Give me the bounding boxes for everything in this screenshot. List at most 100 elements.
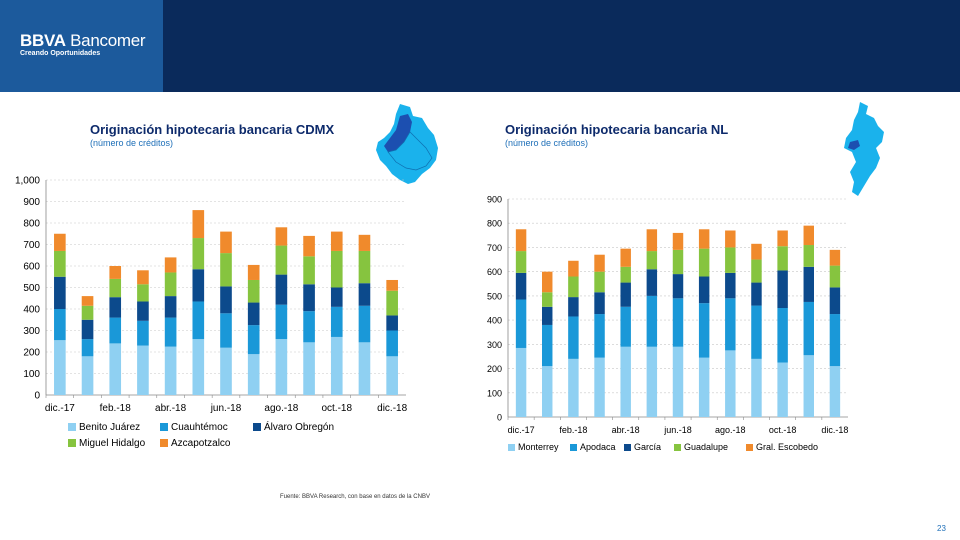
bar-segment-azcapotzalco xyxy=(220,231,232,254)
y-tick-label: 300 xyxy=(487,340,502,350)
bar-segment-apodaca xyxy=(620,306,631,347)
legend-swatch xyxy=(160,439,168,447)
bar-segment-gral-escobedo xyxy=(829,249,841,266)
bar-segment-apodaca xyxy=(542,324,553,367)
y-tick-label: 0 xyxy=(497,413,502,423)
bar-segment-guadalupe xyxy=(725,247,736,273)
y-tick-label: 400 xyxy=(487,316,502,326)
bar-segment-cuauht-moc xyxy=(275,304,288,340)
bar-segment--lvaro-obreg-n xyxy=(330,287,343,307)
legend-swatch xyxy=(570,444,577,451)
bar-segment-miguel-hidalgo xyxy=(137,284,149,302)
bar-segment-garc-a xyxy=(542,306,553,325)
bar-segment--lvaro-obreg-n xyxy=(192,269,205,302)
bar-segment--lvaro-obreg-n xyxy=(109,297,122,318)
bar-segment-garc-a xyxy=(620,282,631,307)
bar-segment-monterrey xyxy=(594,357,605,417)
bar-segment-gral-escobedo xyxy=(777,230,788,247)
bar-segment-azcapotzalco xyxy=(109,266,122,279)
bar-segment-apodaca xyxy=(803,301,814,356)
x-tick-label: abr.-18 xyxy=(612,425,640,435)
bar-segment-azcapotzalco xyxy=(303,235,315,257)
bar-segment-monterrey xyxy=(515,347,527,417)
y-tick-label: 0 xyxy=(34,391,40,402)
legend-swatch xyxy=(68,423,76,431)
y-tick-label: 100 xyxy=(23,369,40,380)
bar-segment-cuauht-moc xyxy=(247,325,260,355)
x-tick-label: dic.-18 xyxy=(377,403,407,414)
bar-segment-guadalupe xyxy=(672,249,684,275)
bar-segment-apodaca xyxy=(646,295,658,347)
bar-segment-monterrey xyxy=(751,358,762,417)
chart-subtitle-cdmx: (número de créditos) xyxy=(90,138,174,148)
x-tick-label: dic.-18 xyxy=(821,425,848,435)
x-tick-label: dic.-17 xyxy=(508,425,535,435)
bar-segment-azcapotzalco xyxy=(192,210,205,239)
y-tick-label: 900 xyxy=(23,197,40,208)
x-tick-label: feb.-18 xyxy=(559,425,587,435)
bar-segment-apodaca xyxy=(672,298,684,347)
legend-swatch xyxy=(674,444,681,451)
bar-segment-azcapotzalco xyxy=(386,279,398,291)
chart-cdmx: 0 100 200 300 400 500 600 700 800 900 1,000 dic.-17… xyxy=(15,176,408,450)
bar-segment-apodaca xyxy=(594,314,605,358)
bar-segment-gral-escobedo xyxy=(542,271,553,293)
chart-subtitle-nl: (número de créditos) xyxy=(505,138,589,148)
bar-segment-azcapotzalco xyxy=(247,264,260,280)
nuevo-leon-map-icon xyxy=(844,102,884,196)
bar-segment-azcapotzalco xyxy=(81,296,94,306)
bar-segment-garc-a xyxy=(751,282,762,306)
bar-segment-gral-escobedo xyxy=(646,229,658,252)
bar-segment--lvaro-obreg-n xyxy=(275,274,288,305)
y-tick-label: 700 xyxy=(487,243,502,253)
bar-segment-benito-ju-rez xyxy=(137,345,149,395)
bar-segment-monterrey xyxy=(725,350,736,417)
legend-swatch xyxy=(746,444,753,451)
bar-segment-miguel-hidalgo xyxy=(330,250,343,288)
legend-label: Miguel Hidalgo xyxy=(79,438,146,449)
bar-segment-garc-a xyxy=(829,287,841,315)
bar-segment-benito-ju-rez xyxy=(386,356,398,395)
bar-segment-miguel-hidalgo xyxy=(109,278,122,298)
y-tick-label: 500 xyxy=(23,283,40,294)
bar-segment-guadalupe xyxy=(829,265,841,288)
x-tick-label: jun.-18 xyxy=(663,425,692,435)
bar-segment-benito-ju-rez xyxy=(54,340,66,395)
bar-segment-azcapotzalco xyxy=(330,231,343,251)
bar-segment-benito-ju-rez xyxy=(81,356,94,395)
bar-segment--lvaro-obreg-n xyxy=(81,319,94,340)
brand-name: BBVA Bancomer xyxy=(20,31,146,50)
bar-segment-cuauht-moc xyxy=(192,301,205,340)
bar-segment-guadalupe xyxy=(751,259,762,283)
x-tick-label: oct.-18 xyxy=(321,403,352,414)
bar-segment-benito-ju-rez xyxy=(109,343,122,395)
legend-swatch xyxy=(624,444,631,451)
bar-segment-garc-a xyxy=(672,274,684,299)
x-tick-label: jun.-18 xyxy=(210,403,242,414)
chart-title-cdmx: Originación hipotecaria bancaria CDMX xyxy=(90,122,335,137)
bar-segment-gral-escobedo xyxy=(751,243,762,260)
y-tick-label: 500 xyxy=(487,291,502,301)
bar-segment--lvaro-obreg-n xyxy=(54,276,66,309)
x-tick-label: ago.-18 xyxy=(715,425,746,435)
bar-segment-miguel-hidalgo xyxy=(54,250,66,277)
bar-segment-miguel-hidalgo xyxy=(247,279,260,303)
bar-segment-garc-a xyxy=(698,276,710,304)
bar-segment-cuauht-moc xyxy=(358,305,371,343)
legend-swatch xyxy=(508,444,515,451)
bar-segment--lvaro-obreg-n xyxy=(137,301,149,321)
bar-segment--lvaro-obreg-n xyxy=(386,315,398,331)
brand-tagline: Creando Oportunidades xyxy=(20,50,101,57)
bar-segment-apodaca xyxy=(777,308,788,363)
bar-segment-garc-a xyxy=(777,270,788,308)
bar-segment-miguel-hidalgo xyxy=(81,305,94,320)
y-tick-label: 300 xyxy=(23,326,40,337)
bar-segment-gral-escobedo xyxy=(515,229,527,252)
bar-segment-cuauht-moc xyxy=(220,313,232,348)
bar-segment-monterrey xyxy=(568,358,579,417)
bar-segment-guadalupe xyxy=(646,251,658,270)
bar-segment-monterrey xyxy=(542,366,553,417)
y-tick-label: 700 xyxy=(23,240,40,251)
bar-segment-miguel-hidalgo xyxy=(192,238,205,270)
source-note: Fuente: BBVA Research, con base en datos… xyxy=(280,494,430,500)
